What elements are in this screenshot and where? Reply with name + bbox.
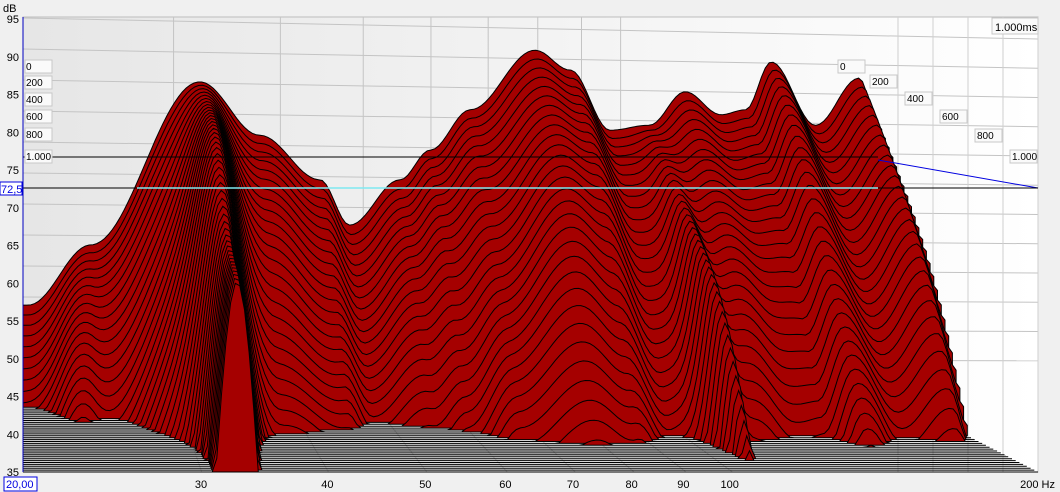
x-tick-label: 100 xyxy=(720,479,738,491)
y-tick-label: 95 xyxy=(7,14,19,26)
y-tick-label: 45 xyxy=(7,392,19,404)
time-cursor-diagonal xyxy=(877,159,1039,189)
y-tick-label: 55 xyxy=(7,316,19,328)
time-label-box xyxy=(939,109,968,124)
x-tick-label: 50 xyxy=(419,479,431,491)
time-label-box xyxy=(1009,149,1038,164)
x-tick-label: 90 xyxy=(677,479,689,491)
time-label-box xyxy=(904,91,933,106)
time-label-box xyxy=(24,75,53,90)
time-range-label: 1.000ms xyxy=(995,22,1038,34)
cursor-overlay xyxy=(22,17,1039,472)
time-label-box xyxy=(974,128,1003,143)
time-tick-left: 600 xyxy=(26,112,43,123)
time-label-box xyxy=(24,59,53,74)
time-tick-right: 0 xyxy=(840,62,846,73)
x-tick-label: 60 xyxy=(499,479,511,491)
time-label-box xyxy=(24,149,53,164)
cursor-freq-box[interactable] xyxy=(3,476,38,492)
time-tick-right: 200 xyxy=(872,77,889,88)
time-tick-left: 0 xyxy=(26,62,32,73)
x-tick-label: 70 xyxy=(567,479,579,491)
x-tick-label: 80 xyxy=(626,479,638,491)
time-range-box xyxy=(991,17,1039,35)
time-tick-right: 1.000 xyxy=(1012,152,1037,163)
time-tick-left: 1.000 xyxy=(26,152,51,163)
time-label-box xyxy=(24,127,53,142)
waterfall-slices xyxy=(22,49,1038,473)
y-tick-label: 40 xyxy=(7,429,19,441)
y-tick-label: 35 xyxy=(7,467,19,479)
x-axis-labels: 30 40 50 60 70 80 90 100 200 Hz xyxy=(195,479,1055,491)
cursor-db-label: 72,5 xyxy=(1,184,22,196)
time-axis-labels: 0 200 400 600 800 1.000 0 200 400 600 800 1.000 xyxy=(24,59,1038,164)
time-tick-right: 400 xyxy=(907,94,924,105)
time-label-box xyxy=(24,92,53,107)
y-axis-unit: dB xyxy=(3,3,16,15)
time-tick-right: 600 xyxy=(942,112,959,123)
cursor-freq-label: 20,00 xyxy=(6,479,34,491)
cursor-db-box[interactable] xyxy=(0,181,23,196)
y-axis-labels: 95 90 85 80 75 70 65 60 55 50 45 40 35 xyxy=(7,14,19,479)
y-tick-label: 90 xyxy=(7,52,19,64)
x-tick-label: 40 xyxy=(321,479,333,491)
y-tick-label: 50 xyxy=(7,354,19,366)
time-tick-left: 800 xyxy=(26,130,43,141)
time-label-box xyxy=(24,109,53,124)
time-label-box xyxy=(837,59,866,74)
time-label-box xyxy=(869,74,898,89)
gridline-db xyxy=(22,17,1039,40)
time-tick-left: 400 xyxy=(26,95,43,106)
time-tick-left: 200 xyxy=(26,78,43,89)
x-tick-label: 200 Hz xyxy=(1020,479,1055,491)
y-tick-label: 75 xyxy=(7,165,19,177)
y-tick-label: 85 xyxy=(7,90,19,102)
x-tick-label: 30 xyxy=(195,479,207,491)
y-tick-label: 65 xyxy=(7,241,19,253)
y-tick-label: 80 xyxy=(7,127,19,139)
time-tick-right: 800 xyxy=(977,131,994,142)
y-tick-label: 60 xyxy=(7,278,19,290)
y-tick-label: 70 xyxy=(7,203,19,215)
waterfall-slice xyxy=(23,282,1038,473)
